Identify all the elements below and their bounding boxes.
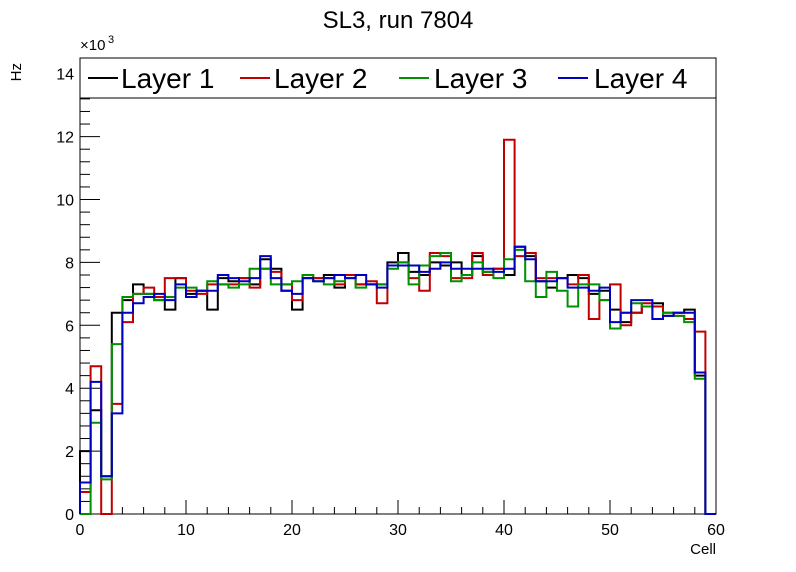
y-axis-label: Hz <box>8 63 25 81</box>
x-tick-label: 20 <box>283 522 301 539</box>
y-multiplier-exponent: 3 <box>108 34 114 46</box>
series-lines <box>79 138 716 515</box>
y-tick-label: 0 <box>65 507 74 524</box>
chart-title: SL3, run 7804 <box>323 7 474 34</box>
legend-label-layer-3: Layer 3 <box>434 63 527 94</box>
y-tick-label: 6 <box>65 318 74 335</box>
x-tick-label: 0 <box>76 522 85 539</box>
legend-box <box>79 57 717 99</box>
x-tick-label: 10 <box>177 522 195 539</box>
series-line-layer-4 <box>79 245 716 515</box>
y-tick-label: 10 <box>56 193 74 210</box>
y-tick-label: 2 <box>65 444 74 461</box>
tick-labels: 0 10 20 30 40 50 60 0 2 4 6 8 10 12 14 <box>56 67 725 539</box>
y-tick-label: 12 <box>56 130 74 147</box>
legend: Layer 1 Layer 2 Layer 3 Layer 4 <box>79 57 717 99</box>
legend-label-layer-4: Layer 4 <box>594 63 687 94</box>
y-tick-label: 14 <box>56 67 74 84</box>
series-line-layer-3 <box>80 248 716 515</box>
y-tick-label: 4 <box>65 381 74 398</box>
y-multiplier: ×10 3 <box>80 34 114 54</box>
x-tick-label: 30 <box>389 522 407 539</box>
minor-ticks <box>80 60 696 514</box>
major-ticks <box>79 73 717 515</box>
y-tick-label: 8 <box>65 255 74 272</box>
legend-label-layer-2: Layer 2 <box>274 63 367 94</box>
x-tick-label: 40 <box>495 522 513 539</box>
legend-label-layer-1: Layer 1 <box>121 63 214 94</box>
y-multiplier-base: ×10 <box>80 37 105 54</box>
x-tick-label: 50 <box>601 522 619 539</box>
x-axis-label: Cell <box>690 541 716 558</box>
x-tick-label: 60 <box>707 522 725 539</box>
